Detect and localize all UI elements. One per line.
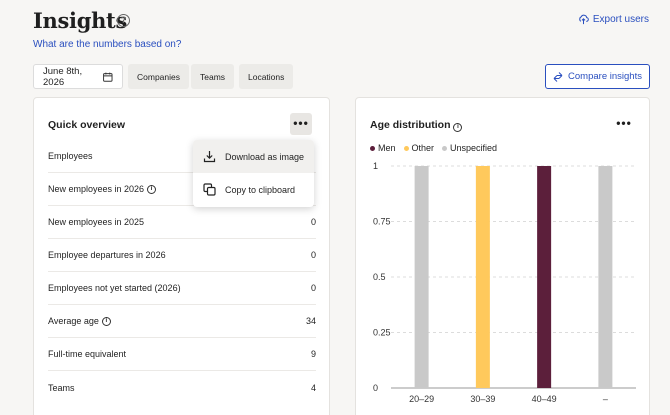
overview-row: Teams 4: [48, 371, 316, 404]
age-distribution-title: Age distribution i: [370, 119, 463, 132]
legend-dot: [403, 145, 409, 151]
copy-clipboard-label: Copy to clipboard: [225, 184, 296, 195]
download-image-label: Download as image: [225, 151, 305, 162]
age-distribution-title-text: Age distribution: [370, 119, 451, 131]
legend-label: Other: [411, 143, 435, 153]
copy-icon: [203, 183, 216, 196]
row-value: 0: [310, 217, 316, 227]
overview-list: Employees New employees in 2026 i New emp…: [48, 140, 316, 404]
legend-item-other: Other: [403, 143, 435, 153]
y-tick-label: 0.75: [373, 217, 391, 227]
x-tick-label: 40–49: [532, 394, 557, 404]
quick-overview-title: Quick overview: [48, 119, 126, 131]
row-label: New employees in 2026: [48, 184, 145, 194]
age-distribution-card: Age distribution i ••• Men Other Unspeci…: [355, 97, 650, 415]
filter-teams[interactable]: Teams: [191, 64, 235, 89]
age-distribution-chart: 0 0.25 0.5 0.75 1 20–29 30–39 40–49 –: [373, 161, 636, 404]
copy-clipboard-menu-item[interactable]: Copy to clipboard: [193, 173, 314, 206]
more-options-menu: Download as image Copy to clipboard: [193, 140, 314, 207]
bar-men: [537, 166, 552, 388]
row-label: Employees not yet started (2026): [48, 283, 181, 293]
calendar-icon: [103, 72, 113, 82]
info-icon[interactable]: i: [101, 316, 111, 326]
row-value: 34: [305, 316, 316, 326]
row-label: Employees: [48, 151, 93, 161]
legend-dot: [370, 145, 375, 151]
help-icon[interactable]: ?: [117, 14, 130, 27]
export-users-label: Export users: [592, 14, 649, 25]
overview-row: Employees not yet started (2026) 0: [48, 272, 316, 305]
row-value: 0: [310, 250, 316, 260]
compare-insights-button[interactable]: Compare insights: [545, 64, 650, 89]
x-tick-label: 30–39: [470, 394, 495, 404]
overview-row: New employees in 2026 i: [48, 173, 316, 206]
legend-item-unspecified: Unspecified: [442, 143, 497, 153]
x-tick-label: 20–29: [409, 394, 434, 404]
download-image-menu-item[interactable]: Download as image: [193, 140, 314, 173]
age-distribution-more-button[interactable]: •••: [616, 116, 632, 130]
bar-other: [475, 166, 490, 388]
chart-legend: Men Other Unspecified: [370, 143, 497, 153]
filter-locations[interactable]: Locations: [239, 64, 294, 89]
y-tick-label: 0: [373, 383, 378, 393]
page-title: Insights: [33, 8, 127, 33]
y-tick-label: 1: [373, 161, 378, 171]
overview-row: Employees: [48, 140, 316, 173]
legend-label: Unspecified: [450, 143, 498, 153]
info-icon[interactable]: i: [147, 184, 157, 194]
row-value: 9: [310, 349, 316, 359]
filter-companies[interactable]: Companies: [128, 64, 189, 89]
row-value: 0: [310, 283, 316, 293]
export-users-button[interactable]: Export users: [578, 14, 649, 25]
date-picker[interactable]: June 8th, 2026: [33, 64, 123, 89]
numbers-info-link[interactable]: What are the numbers based on?: [33, 39, 182, 50]
x-tick-label: –: [603, 394, 608, 404]
bar-unspecified: [414, 166, 429, 388]
row-label: New employees in 2025: [48, 217, 145, 227]
row-label: Teams: [48, 382, 75, 393]
row-label: Employee departures in 2026: [48, 250, 166, 260]
download-icon: [203, 151, 216, 163]
row-value: 4: [310, 382, 316, 393]
date-value: June 8th, 2026: [43, 65, 83, 88]
quick-overview-more-button[interactable]: •••: [290, 113, 312, 135]
row-label: Average age: [48, 316, 99, 326]
bar-unspecified: [598, 166, 613, 388]
legend-label: Men: [378, 143, 396, 153]
overview-row: New employees in 2025 0: [48, 206, 316, 239]
overview-row: Full-time equivalent 9: [48, 338, 316, 371]
legend-dot: [442, 145, 448, 151]
legend-item-men: Men: [370, 143, 396, 153]
info-icon[interactable]: i: [453, 123, 463, 132]
row-label: Full-time equivalent: [48, 349, 127, 359]
y-tick-label: 0.25: [373, 328, 391, 338]
compare-insights-label: Compare insights: [568, 71, 642, 82]
overview-row: Average age i 34: [48, 305, 316, 338]
y-tick-label: 0.5: [373, 272, 386, 282]
swap-arrows-icon: [553, 71, 563, 82]
overview-row: Employee departures in 2026 0: [48, 239, 316, 272]
upload-icon: [579, 14, 589, 25]
